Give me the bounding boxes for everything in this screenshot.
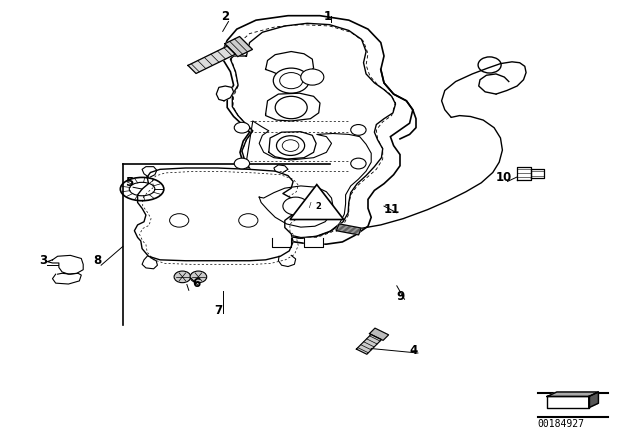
Polygon shape — [47, 255, 83, 274]
Polygon shape — [304, 238, 323, 247]
Circle shape — [275, 96, 307, 119]
Text: 11: 11 — [384, 203, 400, 216]
Polygon shape — [188, 46, 236, 73]
Text: 7: 7 — [214, 304, 223, 317]
Polygon shape — [337, 224, 361, 235]
Text: 4: 4 — [410, 344, 418, 357]
Polygon shape — [272, 238, 291, 247]
Polygon shape — [356, 334, 381, 354]
Polygon shape — [230, 23, 396, 238]
Text: 2: 2 — [316, 202, 322, 211]
Polygon shape — [225, 37, 252, 56]
Circle shape — [351, 158, 366, 169]
Circle shape — [276, 136, 305, 155]
Polygon shape — [589, 392, 598, 408]
Polygon shape — [290, 185, 344, 220]
Circle shape — [273, 68, 309, 93]
Text: 2: 2 — [221, 10, 229, 23]
Circle shape — [351, 125, 366, 135]
Polygon shape — [547, 392, 598, 396]
Polygon shape — [134, 168, 296, 261]
Text: 1: 1 — [323, 10, 332, 23]
Text: /: / — [309, 202, 312, 208]
Text: 6: 6 — [192, 277, 200, 290]
Polygon shape — [246, 121, 371, 237]
Text: 5: 5 — [125, 176, 133, 189]
Circle shape — [301, 69, 324, 85]
Text: 3: 3 — [40, 254, 48, 267]
Polygon shape — [52, 273, 81, 284]
Polygon shape — [517, 167, 531, 180]
Circle shape — [190, 271, 207, 283]
Polygon shape — [369, 328, 388, 340]
Circle shape — [234, 158, 250, 169]
Polygon shape — [531, 169, 544, 178]
Polygon shape — [216, 86, 234, 101]
Text: 8: 8 — [93, 254, 101, 267]
Text: 10: 10 — [496, 172, 512, 185]
Circle shape — [283, 197, 308, 215]
Polygon shape — [547, 396, 589, 408]
Circle shape — [174, 271, 191, 283]
Text: 00184927: 00184927 — [538, 419, 584, 429]
Polygon shape — [259, 186, 333, 227]
Text: 9: 9 — [397, 290, 405, 303]
Circle shape — [234, 122, 250, 133]
